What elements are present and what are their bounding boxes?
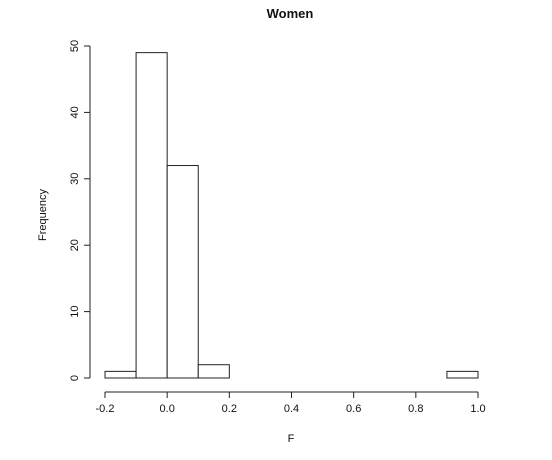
histogram-bar-1	[135, 52, 168, 379]
histogram-bars	[104, 52, 479, 379]
y-axis-label: Frequency	[37, 189, 49, 241]
x-axis: -0.2 0.0 0.2 0.4 0.6 0.8 1.0	[96, 391, 486, 415]
y-tick-label: 10	[69, 305, 81, 317]
histogram-bar-11	[446, 370, 479, 379]
y-tick-label: 30	[69, 173, 81, 185]
chart-title: Women	[267, 6, 314, 21]
histogram-bar-0	[104, 370, 137, 379]
y-tick-label: 40	[69, 106, 81, 118]
x-tick-label: 0.2	[222, 403, 237, 415]
y-tick-label: 0	[69, 375, 81, 381]
x-axis-label: F	[288, 433, 295, 445]
y-tick-label: 20	[69, 239, 81, 251]
y-axis: 0 10 20 30 40 50	[69, 40, 91, 381]
x-tick-label: -0.2	[96, 403, 115, 415]
x-tick-label: 1.0	[470, 403, 485, 415]
y-tick-label: 50	[69, 40, 81, 52]
x-tick-label: 0.0	[160, 403, 175, 415]
x-tick-label: 0.6	[346, 403, 361, 415]
x-tick-label: 0.4	[284, 403, 299, 415]
histogram-bar-3	[197, 364, 230, 379]
histogram-bar-2	[166, 165, 199, 379]
x-tick-label: 0.8	[408, 403, 423, 415]
